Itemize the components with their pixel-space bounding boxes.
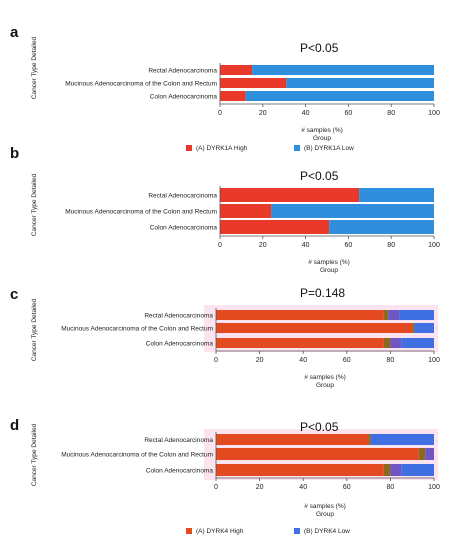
bar-segment [286, 78, 434, 88]
x-tick-label: 40 [302, 242, 310, 249]
legend-label: (A) DYRK4 High [196, 528, 244, 535]
bar-segment [216, 323, 413, 333]
legend-label: (A) DYRK1A High [196, 145, 248, 152]
x-tick-label: 40 [299, 357, 307, 364]
bar-segment [383, 464, 391, 476]
x-axis-title: # samples (%) [301, 127, 343, 134]
x-tick-label: 0 [218, 242, 222, 249]
bar-segment [425, 448, 434, 460]
bar-segment [390, 338, 402, 348]
legend-swatch [186, 145, 192, 151]
panel-letter: a [10, 24, 19, 41]
bar-segment [220, 91, 246, 101]
bar-segment [388, 310, 400, 320]
p-value-annotation: P<0.05 [300, 169, 339, 183]
x-tick-label: 60 [343, 484, 351, 491]
bar-segment [220, 78, 287, 88]
bar-segment [220, 220, 330, 234]
x-tick-label: 40 [302, 110, 310, 117]
legend-swatch [294, 528, 300, 534]
bar-segment [220, 188, 360, 202]
x-axis-subtitle: Group [320, 267, 338, 274]
bar-segment [216, 464, 384, 476]
bar-segment [216, 434, 369, 445]
x-tick-label: 60 [345, 110, 353, 117]
x-tick-label: 80 [387, 110, 395, 117]
category-label: Colon Adenocarcinoma [146, 340, 214, 347]
category-label: Mucinous Adenocarcinoma of the Colon and… [65, 208, 217, 215]
x-axis-title: # samples (%) [308, 259, 350, 266]
category-label: Colon Adenocarcinoma [150, 93, 218, 100]
x-tick-label: 100 [428, 110, 440, 117]
x-axis-subtitle: Group [316, 511, 334, 518]
x-tick-label: 20 [259, 242, 267, 249]
x-axis-subtitle: Group [313, 135, 331, 142]
bar-segment [390, 464, 402, 476]
bar-segment [271, 204, 434, 218]
x-tick-label: 80 [387, 357, 395, 364]
category-label: Mucinous Adenocarcinoma of the Colon and… [61, 325, 213, 332]
bar-segment [383, 338, 391, 348]
x-tick-label: 0 [214, 357, 218, 364]
bar-segment [399, 310, 434, 320]
bar-segment [401, 338, 434, 348]
legend-swatch [294, 145, 300, 151]
p-value-annotation: P<0.05 [300, 420, 339, 434]
y-axis-title: Cancer Type Detailed [31, 298, 38, 361]
category-label: Colon Adenocarcinoma [146, 467, 214, 474]
bar-segment [216, 338, 384, 348]
bar-segment [383, 310, 389, 320]
bar-segment [359, 188, 434, 202]
panel-letter: c [10, 286, 18, 303]
bar-segment [329, 220, 434, 234]
x-tick-label: 60 [345, 242, 353, 249]
bar-segment [216, 310, 384, 320]
x-tick-label: 20 [256, 357, 264, 364]
y-axis-title: Cancer Type Detailed [31, 36, 38, 99]
p-value-annotation: P<0.05 [300, 41, 339, 55]
legend-label: (B) DYRK1A Low [304, 145, 354, 152]
category-label: Mucinous Adenocarcinoma of the Colon and… [61, 451, 213, 458]
bar-segment [252, 65, 434, 75]
bar-segment [401, 464, 434, 476]
category-label: Mucinous Adenocarcinoma of the Colon and… [65, 80, 217, 87]
category-label: Rectal Adenocarcinoma [144, 437, 213, 444]
x-tick-label: 100 [428, 242, 440, 249]
category-label: Rectal Adenocarcinoma [144, 312, 213, 319]
category-label: Colon Adenocarcinoma [150, 224, 218, 231]
x-tick-label: 40 [299, 484, 307, 491]
panel-letter: d [10, 417, 19, 434]
y-axis-title: Cancer Type Detailed [31, 423, 38, 486]
x-tick-label: 20 [259, 110, 267, 117]
y-axis-title: Cancer Type Detailed [31, 173, 38, 236]
p-value-annotation: P=0.148 [300, 286, 345, 300]
bar-segment [216, 448, 419, 460]
bar-segment [370, 434, 434, 445]
legend-swatch [186, 528, 192, 534]
x-tick-label: 0 [218, 110, 222, 117]
x-tick-label: 0 [214, 484, 218, 491]
bar-segment [220, 65, 253, 75]
bar-segment [220, 204, 272, 218]
x-tick-label: 80 [387, 484, 395, 491]
bar-segment [368, 434, 371, 445]
x-tick-label: 20 [256, 484, 264, 491]
legend-label: (B) DYRK4 Low [304, 528, 350, 535]
x-axis-subtitle: Group [316, 382, 334, 389]
x-axis-title: # samples (%) [304, 374, 346, 381]
x-axis-title: # samples (%) [304, 503, 346, 510]
x-tick-label: 100 [428, 357, 440, 364]
x-tick-label: 60 [343, 357, 351, 364]
x-tick-label: 80 [387, 242, 395, 249]
bar-segment [418, 448, 426, 460]
panel-letter: b [10, 145, 19, 162]
bar-segment [245, 91, 434, 101]
x-tick-label: 100 [428, 484, 440, 491]
category-label: Rectal Adenocarcinoma [148, 67, 217, 74]
bar-segment [412, 323, 415, 333]
bar-segment [414, 323, 434, 333]
category-label: Rectal Adenocarcinoma [148, 192, 217, 199]
